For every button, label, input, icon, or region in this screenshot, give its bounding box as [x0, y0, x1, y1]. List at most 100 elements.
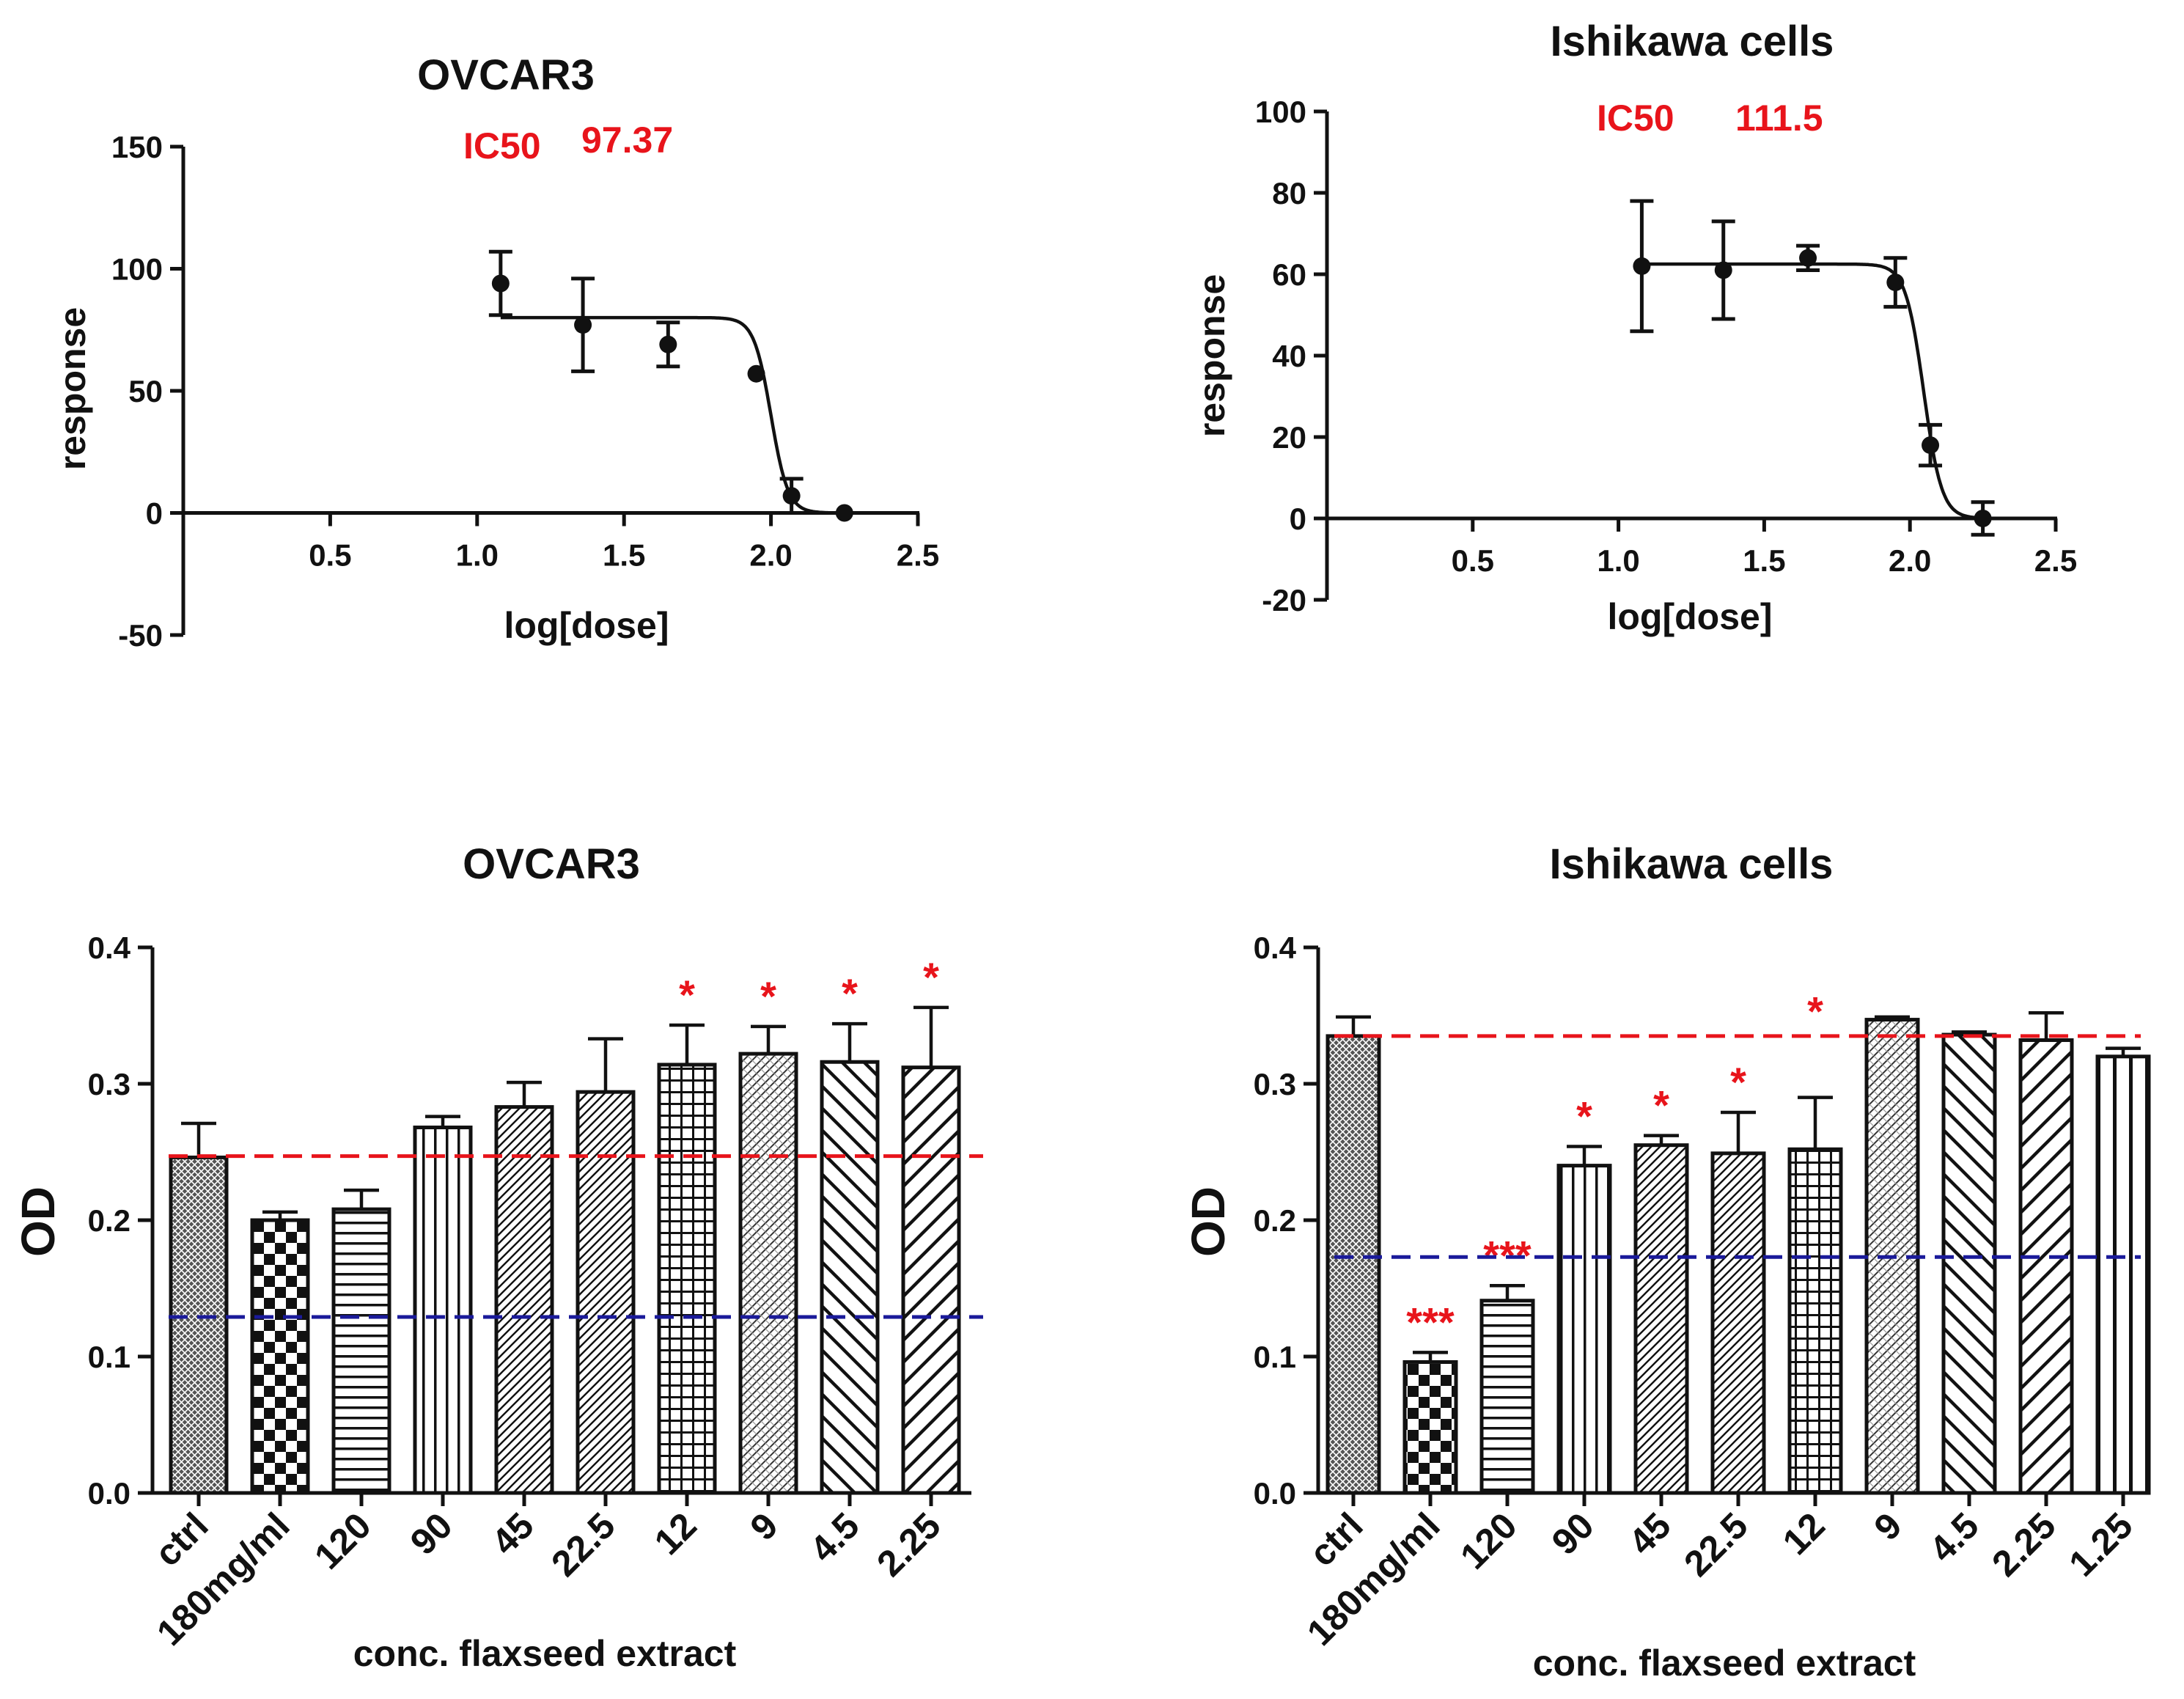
- bar: [1479, 1299, 1535, 1495]
- x-tick-label: 2.5: [897, 538, 939, 573]
- y-tick-label: -20: [1262, 583, 1306, 617]
- x-axis-label: log[dose]: [504, 605, 669, 646]
- bar: [1941, 1032, 1997, 1495]
- bar: [494, 1105, 554, 1495]
- significance-label: *: [842, 970, 858, 1016]
- data-point: [782, 487, 801, 505]
- y-tick-label: -50: [118, 618, 163, 653]
- significance-label: *: [1576, 1093, 1592, 1140]
- x-tick-label: 2.25: [869, 1505, 948, 1584]
- x-tick-label: 22.5: [543, 1505, 622, 1584]
- x-tick-label: 45: [1621, 1505, 1679, 1563]
- x-tick-label: ctrl: [147, 1505, 216, 1574]
- y-tick-label: 0: [146, 496, 163, 531]
- x-tick-label: 9: [743, 1505, 786, 1548]
- y-tick-label: 0.4: [88, 931, 131, 965]
- data-point: [1886, 274, 1905, 292]
- data-point: [747, 364, 765, 383]
- x-tick-label: 12: [1775, 1505, 1833, 1563]
- fit-curve: [1641, 262, 1983, 520]
- x-tick-label: 90: [1544, 1505, 1602, 1563]
- x-tick-label: 0.5: [1452, 543, 1494, 578]
- significance-label: *: [1807, 988, 1823, 1034]
- x-tick-label: 1.0: [456, 538, 499, 573]
- y-axis-label: OD: [12, 1186, 65, 1257]
- x-tick-label: 9: [1867, 1505, 1910, 1548]
- y-tick-label: 60: [1272, 257, 1306, 292]
- x-tick-label: 2.0: [749, 538, 792, 573]
- x-tick-label: 4.5: [802, 1505, 867, 1570]
- bar: [413, 1126, 473, 1495]
- y-tick-label: 20: [1272, 420, 1306, 455]
- data-point: [1633, 257, 1651, 275]
- y-tick-label: 0.1: [1254, 1340, 1296, 1374]
- x-tick-label: 1.0: [1597, 543, 1639, 578]
- ic50-value: 111.5: [1735, 98, 1823, 139]
- ic50-label: IC50: [463, 125, 541, 166]
- significance-label: *: [1653, 1082, 1669, 1129]
- bar: [1326, 1034, 1381, 1495]
- data-point: [1714, 261, 1732, 279]
- bar: [901, 1065, 961, 1495]
- x-axis-label: conc. flaxseed extract: [1533, 1643, 1916, 1684]
- bar: [657, 1063, 717, 1495]
- x-tick-label: 2.0: [1889, 543, 1931, 578]
- ic50-label: IC50: [1597, 98, 1674, 139]
- significance-label: *: [679, 972, 695, 1018]
- chart-title: Ishikawa cells: [1550, 840, 1834, 888]
- bar: [2095, 1054, 2151, 1495]
- significance-label: *: [1730, 1059, 1746, 1105]
- y-tick-label: 100: [111, 252, 163, 287]
- bar: [1402, 1359, 1458, 1495]
- y-tick-label: 0.1: [88, 1340, 130, 1374]
- x-tick-label: 90: [402, 1505, 460, 1563]
- y-tick-label: 50: [128, 374, 163, 408]
- y-axis-label: response: [1191, 274, 1232, 437]
- y-tick-label: 0.0: [88, 1476, 130, 1511]
- bar: [331, 1207, 391, 1495]
- chart-title: OVCAR3: [463, 840, 640, 888]
- x-tick-label: 2.25: [1984, 1505, 2063, 1584]
- bar: [250, 1218, 310, 1495]
- ishikawa-od-bar-chart: Ishikawa cells conc. flaxseed extract OD…: [1182, 840, 2151, 1684]
- data-point: [835, 504, 853, 522]
- data-point: [1974, 510, 1992, 527]
- data-point: [659, 335, 677, 353]
- ic50-value: 97.37: [581, 120, 673, 161]
- bar: [1633, 1143, 1689, 1495]
- y-tick-label: 100: [1255, 95, 1306, 129]
- x-tick-label: 120: [1452, 1505, 1525, 1577]
- x-tick-label: 0.5: [309, 538, 351, 573]
- bar: [2018, 1038, 2074, 1495]
- x-tick-label: 1.5: [603, 538, 645, 573]
- y-axis-label: response: [52, 307, 93, 470]
- y-tick-label: 40: [1272, 339, 1306, 373]
- x-tick-label: 2.5: [2034, 543, 2077, 578]
- y-tick-label: 150: [111, 130, 163, 164]
- y-tick-label: 0: [1290, 502, 1306, 536]
- bar: [1787, 1147, 1843, 1495]
- x-tick-label: 1.25: [2061, 1505, 2140, 1584]
- y-tick-label: 0.2: [1254, 1203, 1296, 1238]
- bar: [169, 1155, 229, 1495]
- y-tick-label: 0.0: [1254, 1476, 1296, 1511]
- chart-title: OVCAR3: [417, 51, 595, 99]
- data-point: [1799, 249, 1817, 267]
- x-axis-label: log[dose]: [1608, 596, 1773, 637]
- data-point: [1922, 436, 1940, 455]
- x-tick-label: 4.5: [1922, 1505, 1987, 1570]
- y-tick-label: 0.2: [88, 1203, 130, 1238]
- bar: [820, 1060, 880, 1495]
- bar: [1556, 1164, 1612, 1495]
- data-point: [574, 316, 592, 334]
- x-axis-label: conc. flaxseed extract: [353, 1633, 737, 1674]
- y-tick-label: 80: [1272, 176, 1306, 210]
- significance-label: ***: [1406, 1299, 1455, 1345]
- y-tick-label: 0.4: [1254, 931, 1297, 965]
- y-axis-label: OD: [1182, 1186, 1235, 1257]
- x-tick-label: 1.5: [1743, 543, 1785, 578]
- bar: [738, 1052, 798, 1495]
- chart-title: Ishikawa cells: [1551, 18, 1834, 65]
- x-tick-label: 22.5: [1676, 1505, 1755, 1584]
